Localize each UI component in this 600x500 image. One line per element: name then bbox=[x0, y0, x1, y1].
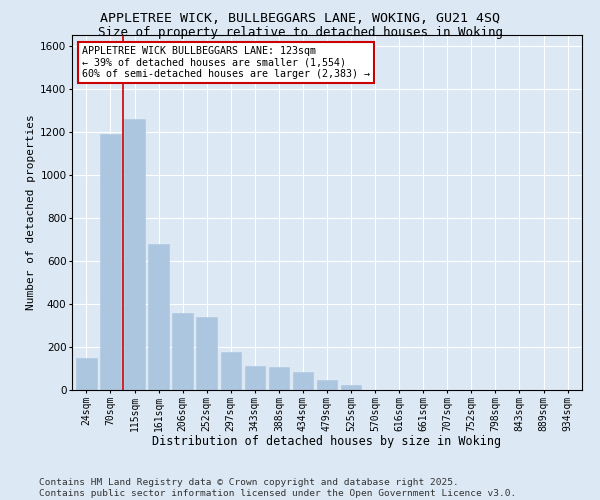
Bar bbox=[124, 119, 145, 390]
X-axis label: Distribution of detached houses by size in Woking: Distribution of detached houses by size … bbox=[152, 435, 502, 448]
Bar bbox=[293, 372, 313, 390]
Bar bbox=[76, 358, 97, 390]
Bar bbox=[172, 312, 193, 390]
Text: APPLETREE WICK BULLBEGGARS LANE: 123sqm
← 39% of detached houses are smaller (1,: APPLETREE WICK BULLBEGGARS LANE: 123sqm … bbox=[82, 46, 370, 79]
Text: Size of property relative to detached houses in Woking: Size of property relative to detached ho… bbox=[97, 26, 503, 39]
Bar bbox=[341, 386, 361, 390]
Bar bbox=[100, 134, 121, 390]
Bar bbox=[245, 366, 265, 390]
Text: Contains HM Land Registry data © Crown copyright and database right 2025.
Contai: Contains HM Land Registry data © Crown c… bbox=[39, 478, 516, 498]
Bar bbox=[269, 368, 289, 390]
Y-axis label: Number of detached properties: Number of detached properties bbox=[26, 114, 36, 310]
Bar bbox=[317, 380, 337, 390]
Bar bbox=[221, 352, 241, 390]
Text: APPLETREE WICK, BULLBEGGARS LANE, WOKING, GU21 4SQ: APPLETREE WICK, BULLBEGGARS LANE, WOKING… bbox=[100, 12, 500, 26]
Bar bbox=[148, 244, 169, 390]
Bar bbox=[196, 317, 217, 390]
